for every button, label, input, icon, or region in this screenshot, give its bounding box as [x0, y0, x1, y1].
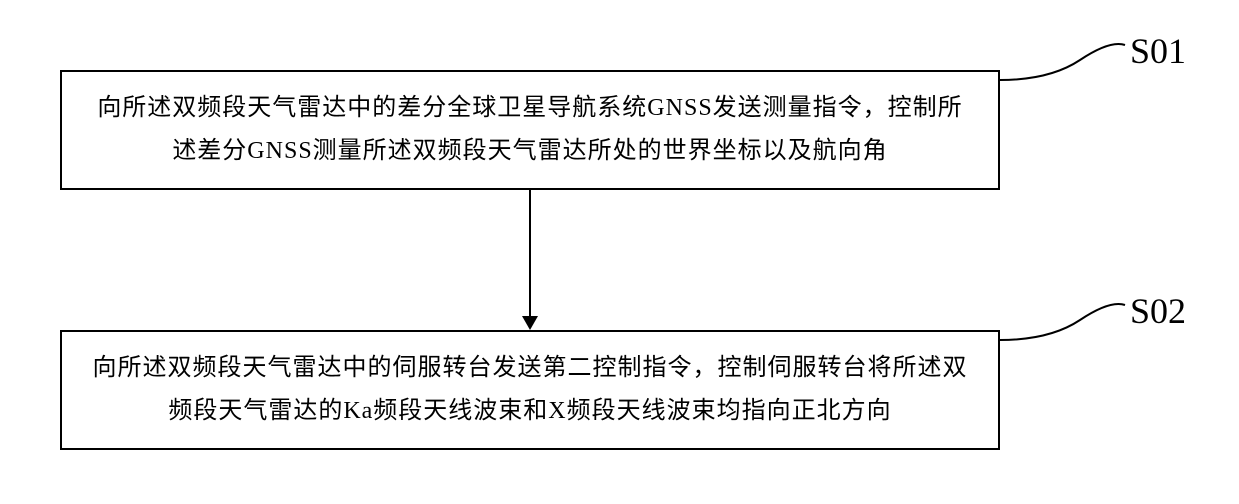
- step-label-s02: S02: [1130, 290, 1186, 332]
- step-label-s01: S01: [1130, 30, 1186, 72]
- step-box-s02: 向所述双频段天气雷达中的伺服转台发送第二控制指令，控制伺服转台将所述双频段天气雷…: [60, 330, 1000, 450]
- arrow-line: [529, 190, 531, 316]
- arrow-head-icon: [522, 316, 538, 330]
- connector-curve-s01: [1000, 30, 1130, 90]
- step-text-s01: 向所述双频段天气雷达中的差分全球卫星导航系统GNSS发送测量指令，控制所述差分G…: [92, 87, 968, 173]
- connector-curve-s02: [1000, 290, 1130, 350]
- step-text-s02: 向所述双频段天气雷达中的伺服转台发送第二控制指令，控制伺服转台将所述双频段天气雷…: [92, 347, 968, 433]
- step-box-s01: 向所述双频段天气雷达中的差分全球卫星导航系统GNSS发送测量指令，控制所述差分G…: [60, 70, 1000, 190]
- flowchart-container: 向所述双频段天气雷达中的差分全球卫星导航系统GNSS发送测量指令，控制所述差分G…: [0, 0, 1239, 504]
